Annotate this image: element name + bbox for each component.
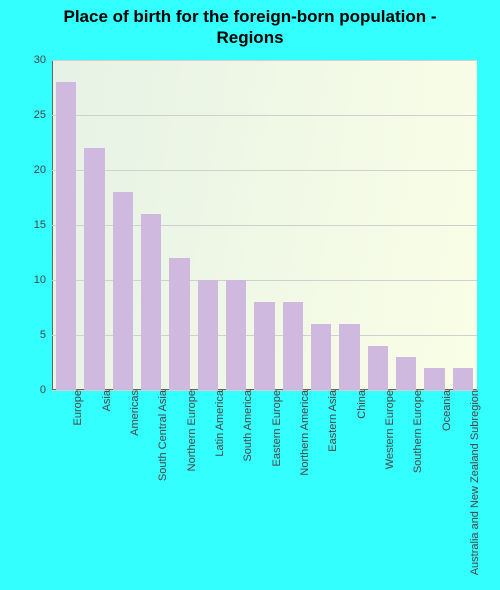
x-tick-label: Northern America: [297, 390, 311, 476]
bar: [396, 357, 416, 390]
x-tick-label: Eastern Europe: [269, 390, 283, 466]
x-tick-label: Oceania: [439, 390, 453, 431]
bar: [169, 258, 189, 390]
y-tick-label: 20: [34, 164, 52, 176]
y-tick-label: 15: [34, 219, 52, 231]
x-tick-label: Europe: [70, 390, 84, 425]
bar: [311, 324, 331, 390]
y-tick-label: 0: [40, 384, 52, 396]
x-tick-label: Southern Europe: [410, 390, 424, 473]
bar: [283, 302, 303, 390]
y-tick-label: 10: [34, 274, 52, 286]
bar: [424, 368, 444, 390]
bar: [226, 280, 246, 390]
bars-container: [52, 60, 477, 390]
bar: [113, 192, 133, 390]
y-tick-label: 5: [40, 329, 52, 341]
bar: [141, 214, 161, 390]
x-tick-label: South America: [240, 390, 254, 462]
chart-title: Place of birth for the foreign-born popu…: [0, 6, 500, 49]
x-tick-label: Western Europe: [382, 390, 396, 469]
y-tick-label: 25: [34, 109, 52, 121]
x-tick-label: Latin America: [212, 390, 226, 457]
bar: [368, 346, 388, 390]
plot-area: 051015202530 EuropeAsiaAmericasSouth Cen…: [52, 60, 477, 390]
bar: [254, 302, 274, 390]
bar: [84, 148, 104, 390]
x-tick-label: Asia: [99, 390, 113, 411]
bar: [56, 82, 76, 390]
bar: [339, 324, 359, 390]
bar: [198, 280, 218, 390]
bar: [453, 368, 473, 390]
x-tick-label: China: [354, 390, 368, 419]
x-tick-label: Eastern Asia: [325, 390, 339, 452]
x-tick-label: Americas: [127, 390, 141, 436]
x-tick-label: Northern Europe: [184, 390, 198, 471]
x-tick-label: Australia and New Zealand Subregion: [467, 390, 481, 575]
chart-page: Place of birth for the foreign-born popu…: [0, 0, 500, 590]
x-tick-label: South Central Asia: [155, 390, 169, 481]
y-tick-label: 30: [34, 54, 52, 66]
